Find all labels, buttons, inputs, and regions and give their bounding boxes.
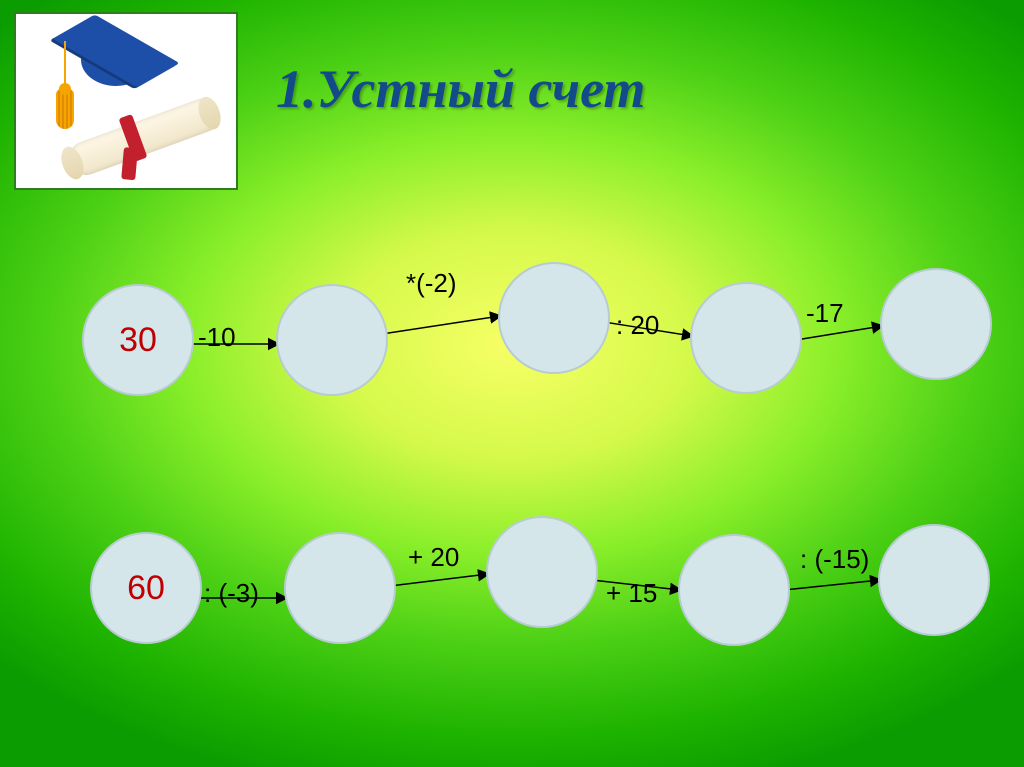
slide-title: 1.Устный счет [276,58,645,120]
op-label: : 20 [616,310,659,341]
calc-bubble: 30 [82,284,194,396]
chain-arrow [390,574,488,586]
calc-bubble: 60 [90,532,202,644]
op-label: + 15 [606,578,657,609]
calc-bubble [284,532,396,644]
op-label: + 20 [408,542,459,573]
chain-arrow [382,316,500,334]
op-label: : (-15) [800,544,869,575]
calc-bubble [276,284,388,396]
calc-chain: 60 : (-3) + 20 + 15 : (-15) [0,540,1024,700]
bubble-value: 30 [119,321,157,360]
calc-bubble [880,268,992,380]
corner-graphic-card [14,12,238,190]
calc-bubble [678,534,790,646]
calc-bubble [878,524,990,636]
chain-arrow [784,580,880,590]
op-label: *(-2) [406,268,457,299]
slide: 1.Устный счет 30 -10 *(-2) : 20 -17 60 : (-3) +… [0,0,1024,767]
scroll-icon [65,96,218,179]
op-label: -17 [806,298,844,329]
calc-bubble [486,516,598,628]
calc-bubble [690,282,802,394]
bubble-value: 60 [127,569,165,608]
op-label: : (-3) [204,578,259,609]
graduation-cap-icon [36,31,216,171]
op-label: -10 [198,322,236,353]
calc-bubble [498,262,610,374]
calc-chain: 30-10*(-2): 20-17 [0,292,1024,452]
